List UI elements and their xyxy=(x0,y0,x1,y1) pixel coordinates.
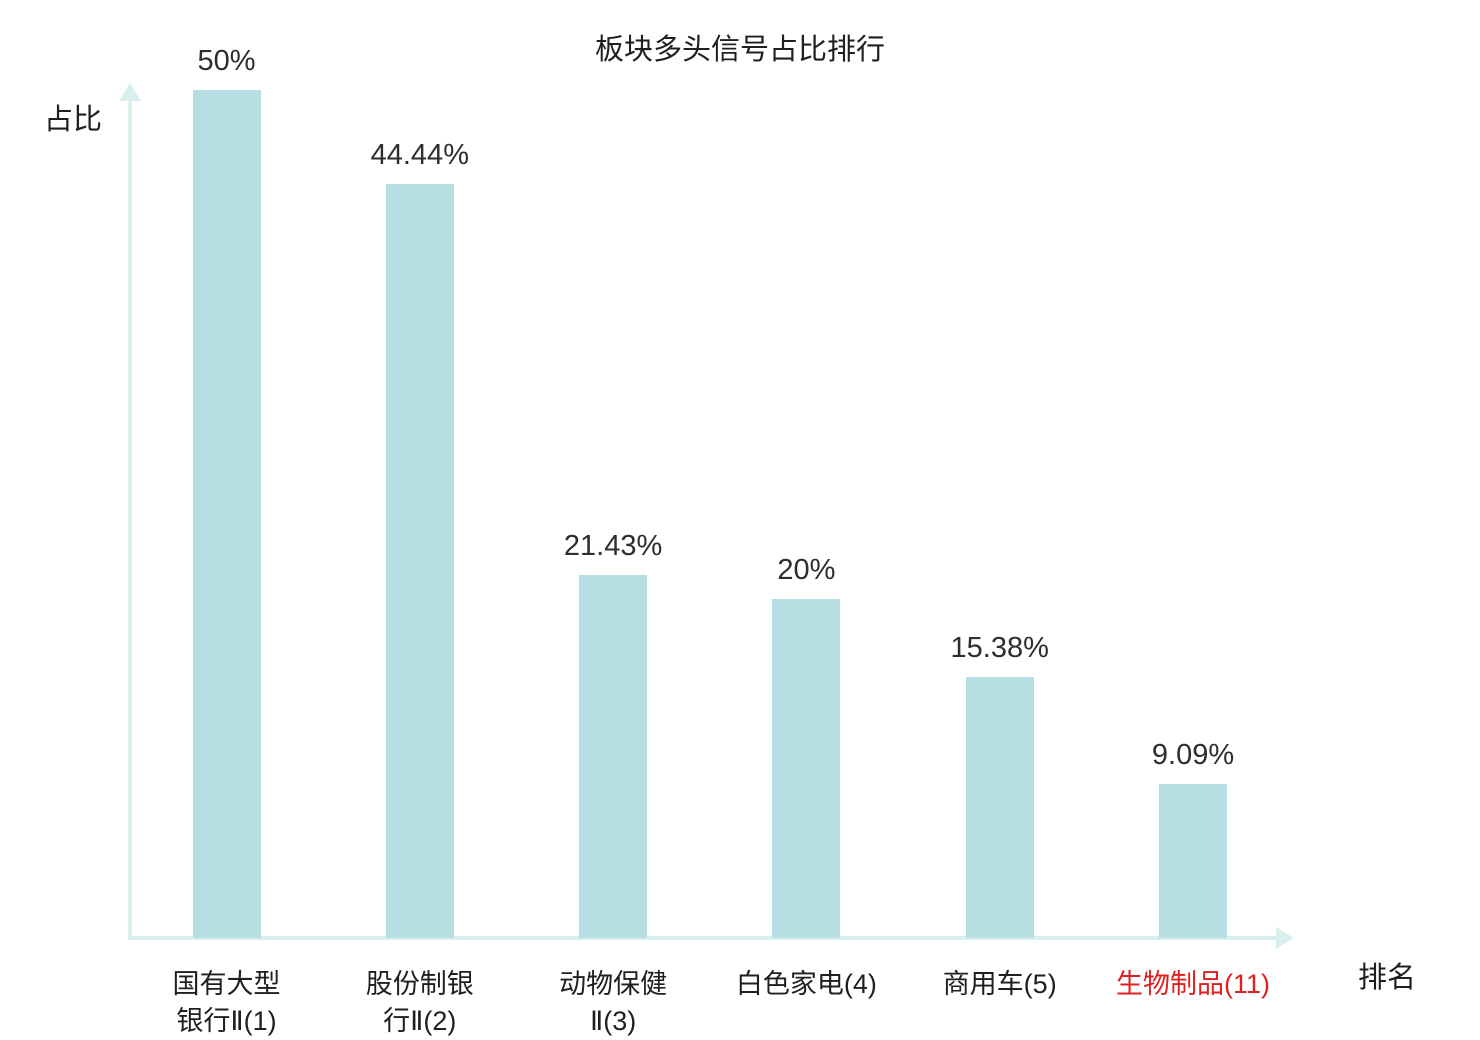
bar-category-label: 白色家电(4) xyxy=(735,969,877,999)
bar-5 xyxy=(965,677,1034,938)
bar-value-label: 15.38% xyxy=(950,632,1049,664)
bar-6 xyxy=(1159,784,1227,938)
y-axis-label: 占比 xyxy=(44,104,103,136)
bar-1 xyxy=(192,90,261,938)
bar-4 xyxy=(772,599,841,938)
bar-2 xyxy=(385,184,454,938)
bar-value-label: 44.44% xyxy=(370,139,469,171)
x-axis-label: 排名 xyxy=(1358,962,1417,994)
y-axis-line xyxy=(128,98,132,940)
chart-title: 板块多头信号占比排行 xyxy=(594,34,885,66)
bar-category-label-highlighted: 生物制品(11) xyxy=(1115,969,1271,999)
bar-category-label: 动物保健 Ⅱ(3) xyxy=(559,969,668,1036)
y-axis-arrow-icon xyxy=(119,83,141,101)
bar-value-label: 50% xyxy=(197,45,256,77)
bar-value-label: 20% xyxy=(777,554,836,586)
bar-value-label: 21.43% xyxy=(563,530,663,562)
bar-category-label: 国有大型 银行Ⅱ(1) xyxy=(172,969,281,1036)
bar-3 xyxy=(579,575,648,938)
bar-category-label: 股份制银 行Ⅱ(2) xyxy=(365,969,474,1036)
x-axis-arrow-icon xyxy=(1276,927,1294,949)
bar-category-label: 商用车(5) xyxy=(942,969,1057,999)
bar-value-label: 9.09% xyxy=(1151,739,1235,771)
x-axis-line xyxy=(128,936,1278,940)
